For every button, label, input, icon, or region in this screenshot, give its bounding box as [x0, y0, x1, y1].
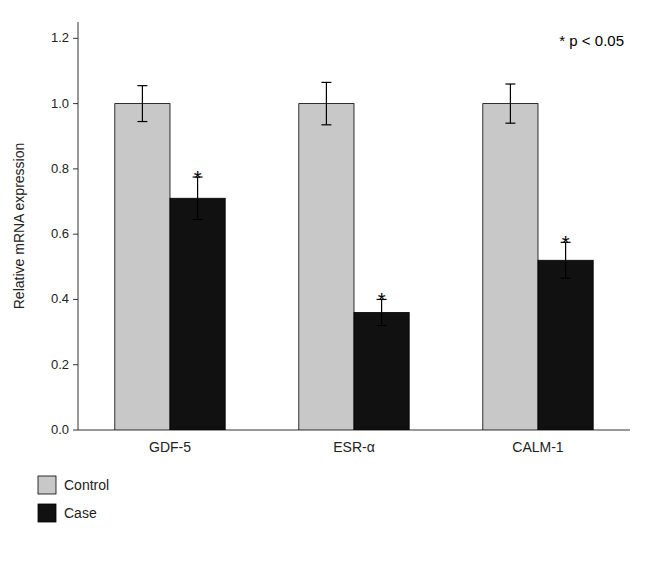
y-tick-label: 0.8	[51, 161, 69, 176]
error-line	[510, 84, 511, 123]
error-bar	[321, 82, 331, 124]
y-axis-label: Relative mRNA expression	[11, 143, 27, 310]
bar	[170, 198, 225, 430]
error-cap	[377, 325, 387, 326]
significance-marker: *	[562, 232, 570, 254]
error-cap	[505, 123, 515, 124]
bar	[115, 104, 170, 430]
significance-marker: *	[194, 167, 202, 189]
legend-swatch	[38, 476, 56, 494]
x-tick-label: GDF-5	[149, 439, 191, 455]
legend-label: Case	[64, 505, 97, 521]
y-tick-label: 1.2	[51, 30, 69, 45]
x-tick-label: ESR-α	[333, 439, 375, 455]
y-tick-label: 1.0	[51, 96, 69, 111]
y-tick	[73, 364, 78, 365]
y-tick	[73, 38, 78, 39]
bar	[354, 312, 409, 430]
legend: Control Case	[38, 476, 109, 522]
error-bar	[505, 84, 515, 123]
error-cap	[137, 121, 147, 122]
plot-area	[115, 82, 593, 430]
error-cap	[321, 82, 331, 83]
error-cap	[505, 83, 515, 84]
significance-marker: *	[378, 289, 386, 311]
error-line	[142, 86, 143, 122]
y-tick	[73, 299, 78, 300]
legend-label: Control	[64, 477, 109, 493]
y-tick-label: 0.0	[51, 422, 69, 437]
y-axis: 0.0 0.2 0.4 0.6 0.8 1.0 1.2	[51, 30, 78, 437]
y-tick	[73, 430, 78, 431]
y-tick-label: 0.6	[51, 226, 69, 241]
error-cap	[137, 85, 147, 86]
error-line	[326, 82, 327, 124]
y-tick	[73, 168, 78, 169]
bar	[538, 260, 593, 430]
y-tick	[73, 103, 78, 104]
error-bar	[137, 86, 147, 122]
annotation: * p < 0.05	[559, 32, 624, 49]
background	[0, 0, 654, 567]
y-tick-label: 0.4	[51, 291, 69, 306]
y-axis-line	[78, 22, 79, 430]
error-cap	[321, 124, 331, 125]
bar	[483, 104, 538, 430]
bar	[299, 104, 354, 430]
x-tick-label: CALM-1	[512, 439, 564, 455]
y-tick	[73, 234, 78, 235]
error-cap	[193, 219, 203, 220]
labels: * * *	[194, 167, 570, 311]
legend-swatch	[38, 504, 56, 522]
y-tick-label: 0.2	[51, 357, 69, 372]
chart: 0.0 0.2 0.4 0.6 0.8 1.0 1.2 Relative mRNA expre…	[0, 0, 654, 567]
error-cap	[561, 278, 571, 279]
